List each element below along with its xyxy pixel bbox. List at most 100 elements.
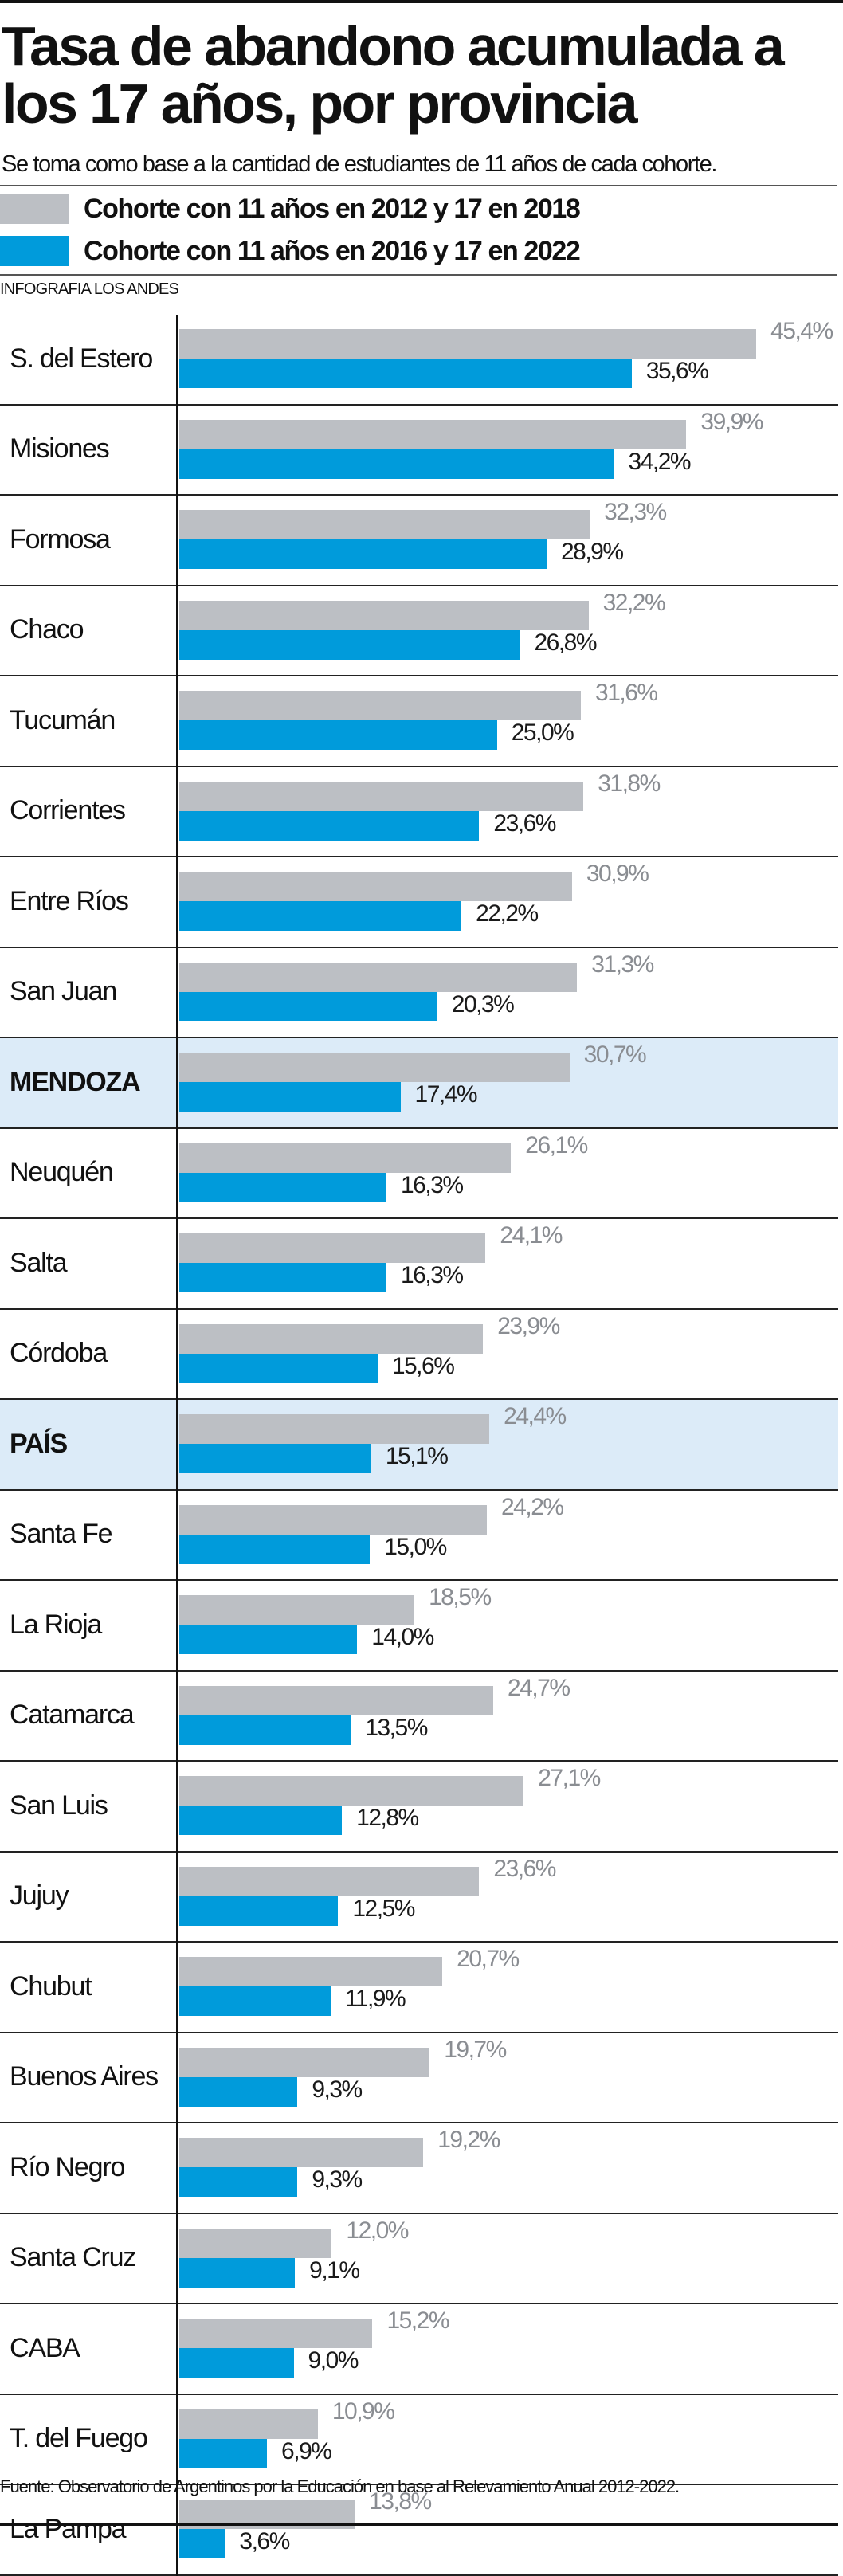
bar-cohort-2016 [179, 2348, 294, 2378]
category-label: La Rioja [10, 1609, 102, 1640]
chart-row: Corrientes 31,8% 23,6% [0, 767, 838, 857]
value-label-2016: 26,8% [534, 629, 597, 656]
value-label-2012: 24,1% [500, 1222, 563, 1249]
value-label-2012: 23,9% [497, 1312, 560, 1339]
chart-row: Santa Cruz 12,0% 9,1% [0, 2214, 838, 2304]
credit: INFOGRAFIA LOS ANDES [0, 280, 179, 298]
value-label-2016: 9,3% [312, 2076, 363, 2103]
category-label: MENDOZA [10, 1066, 141, 1097]
value-label-2016: 13,5% [365, 1714, 428, 1741]
chart-subtitle: Se toma como base a la cantidad de estud… [2, 151, 717, 177]
chart-row: CABA 15,2% 9,0% [0, 2304, 838, 2395]
category-label: San Luis [10, 1790, 108, 1821]
category-label: San Juan [10, 976, 117, 1007]
value-label-2016: 15,1% [385, 1443, 449, 1469]
value-label-2012: 12,0% [346, 2217, 409, 2244]
legend-label-old: Cohorte con 11 años en 2012 y 17 en 2018 [84, 193, 581, 224]
value-label-2012: 20,7% [457, 1946, 520, 1972]
chart-row: Salta 24,1% 16,3% [0, 1219, 838, 1310]
value-label-2012: 30,7% [583, 1041, 647, 1068]
category-label: PAÍS [10, 1428, 68, 1459]
bar-cohort-2012 [179, 510, 590, 539]
category-label: Córdoba [10, 1338, 108, 1369]
chart-row: Chubut 20,7% 11,9% [0, 1943, 838, 2033]
value-label-2016: 12,5% [352, 1895, 415, 1922]
chart-row: Neuquén 26,1% 16,3% [0, 1129, 838, 1219]
chart-row: Chaco 32,2% 26,8% [0, 586, 838, 676]
bar-cohort-2012 [179, 872, 572, 901]
legend-label-new: Cohorte con 11 años en 2016 y 17 en 2022 [84, 235, 581, 266]
bar-cohort-2016 [179, 1353, 378, 1383]
bar-cohort-2012 [179, 781, 584, 811]
category-label: Entre Ríos [10, 885, 129, 916]
value-label-2012: 26,1% [525, 1131, 588, 1159]
value-label-2016: 28,9% [560, 539, 624, 565]
bar-cohort-2016 [179, 2167, 298, 2197]
bar-cohort-2016 [179, 1534, 371, 1564]
bar-cohort-2012 [179, 2047, 430, 2077]
bar-cohort-2016 [179, 2529, 225, 2558]
bar-cohort-2012 [179, 2319, 373, 2348]
chart-row: T. del Fuego 10,9% 6,9% [0, 2395, 838, 2485]
chart-title: Tasa de abandono acumulada a los 17 años… [2, 15, 785, 135]
bar-cohort-2016 [179, 1172, 386, 1202]
value-label-2012: 30,9% [586, 861, 649, 887]
chart-row: Jujuy 23,6% 12,5% [0, 1853, 838, 1943]
chart-row: S. del Estero 45,4% 35,6% [0, 315, 838, 406]
chart-row: San Juan 31,3% 20,3% [0, 948, 838, 1038]
chart-row: Entre Ríos 30,9% 22,2% [0, 857, 838, 948]
value-label-2012: 24,2% [500, 1493, 564, 1520]
bar-cohort-2016 [179, 1263, 386, 1292]
bar-cohort-2012 [179, 691, 582, 720]
bar-cohort-2016 [179, 539, 547, 569]
bar-cohort-2012 [179, 2228, 332, 2258]
value-label-2016: 11,9% [344, 1986, 406, 2012]
bar-cohort-2016 [179, 720, 497, 750]
category-label: La Pampa [10, 2513, 127, 2544]
value-label-2012: 45,4% [770, 318, 833, 344]
bar-cohort-2012 [179, 1595, 415, 1625]
chart-row: Río Negro 19,2% 9,3% [0, 2123, 838, 2214]
value-label-2012: 23,6% [493, 1855, 556, 1882]
category-label: Chubut [10, 1970, 92, 2002]
chart-row: La Rioja 18,5% 14,0% [0, 1581, 838, 1672]
category-label: Tucumán [10, 704, 116, 735]
category-label: Chaco [10, 614, 84, 645]
chart-row: Tucumán 31,6% 25,0% [0, 676, 838, 767]
chart-row: Misiones 39,9% 34,2% [0, 406, 838, 496]
bar-cohort-2012 [179, 1685, 493, 1715]
divider [0, 274, 837, 276]
bar-cohort-2012 [179, 1414, 490, 1444]
y-axis-line [176, 315, 178, 2576]
bar-cohort-2016 [179, 2438, 268, 2468]
value-label-2016: 3,6% [239, 2528, 290, 2554]
value-label-2012: 31,8% [598, 770, 661, 797]
value-label-2012: 13,8% [369, 2488, 432, 2515]
value-label-2016: 16,3% [400, 1171, 464, 1198]
bar-cohort-2012 [179, 1776, 524, 1806]
value-label-2012: 31,6% [595, 680, 658, 706]
value-label-2012: 32,2% [602, 589, 666, 616]
bar-cohort-2016 [179, 991, 437, 1021]
bar-cohort-2016 [179, 2076, 298, 2107]
value-label-2016: 9,3% [312, 2166, 363, 2193]
legend-swatch-old [0, 194, 69, 224]
chart-row: Buenos Aires 19,7% 9,3% [0, 2033, 838, 2123]
value-label-2016: 34,2% [628, 448, 691, 475]
category-label: Salta [10, 1247, 68, 1278]
category-label: Río Negro [10, 2151, 125, 2182]
bar-cohort-2012 [179, 1323, 484, 1354]
source-note: Fuente: Observatorio de Argentinos por l… [0, 2476, 680, 2496]
value-label-2012: 19,7% [444, 2036, 507, 2063]
value-label-2016: 16,3% [400, 1262, 464, 1288]
value-label-2012: 39,9% [700, 408, 763, 435]
category-label: Santa Cruz [10, 2242, 136, 2273]
category-label: Catamarca [10, 1700, 135, 1731]
category-label: T. del Fuego [10, 2423, 148, 2454]
bar-cohort-2012 [179, 1866, 480, 1896]
bar-cohort-2012 [179, 600, 589, 630]
chart-row: Santa Fe 24,2% 15,0% [0, 1491, 838, 1581]
bar-cohort-2016 [179, 629, 520, 660]
bar-cohort-2016 [179, 1625, 358, 1654]
bar-cohort-2012 [179, 2409, 318, 2439]
